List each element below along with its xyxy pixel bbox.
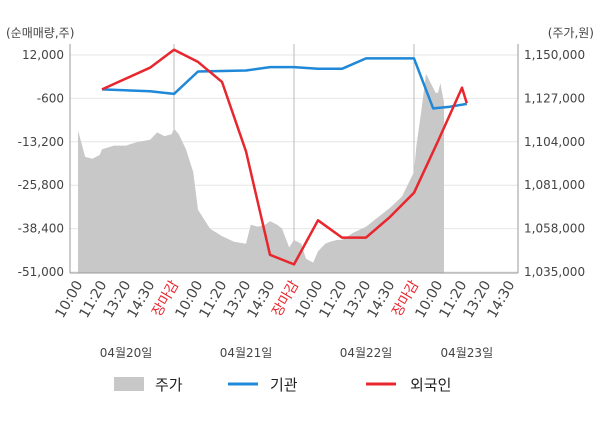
net-buy-lines-layer [101, 48, 468, 266]
left-axis-ticks: 12,000 -600 -13,200 -25,800 -38,400 -51,… [18, 48, 64, 279]
legend-label-price: 주가 [155, 376, 183, 394]
right-axis-ticks: 1,150,000 1,127,000 1,104,000 1,081,000 … [524, 48, 585, 279]
left-axis-unit-label: (순매매량,주) [6, 26, 74, 40]
date-label: 04월23일 [440, 346, 493, 360]
left-tick: -13,200 [18, 135, 64, 149]
left-tick: -51,000 [18, 265, 64, 279]
right-tick: 1,150,000 [524, 48, 585, 62]
date-label: 04월21일 [220, 346, 273, 360]
left-tick: -25,800 [18, 178, 64, 192]
left-tick: -600 [37, 91, 64, 105]
foreigner-line [101, 48, 468, 266]
right-tick: 1,104,000 [524, 135, 585, 149]
date-label: 04월20일 [100, 346, 153, 360]
left-tick: -38,400 [18, 222, 64, 236]
right-tick: 1,081,000 [524, 178, 585, 192]
institution-line [101, 57, 468, 110]
right-axis-unit-label: (주가,원) [548, 26, 594, 40]
legend-label-institution: 기관 [270, 376, 298, 394]
price-area [78, 73, 444, 274]
right-tick: 1,058,000 [524, 222, 585, 236]
legend-swatch-price [114, 377, 144, 391]
date-label: 04월22일 [340, 346, 393, 360]
left-tick: 12,000 [22, 48, 64, 62]
x-axis-ticks: 10:00 11:20 13:20 14:30 장마감 10:00 11:20 … [52, 278, 518, 321]
date-labels: 04월20일 04월21일 04월22일 04월23일 [100, 346, 493, 360]
right-tick: 1,035,000 [524, 265, 585, 279]
legend: 주가 기관 외국인 [114, 376, 451, 394]
price-area-layer [78, 73, 444, 274]
right-tick: 1,127,000 [524, 91, 585, 105]
legend-label-foreigner: 외국인 [410, 376, 451, 394]
axis-layer [69, 44, 519, 274]
